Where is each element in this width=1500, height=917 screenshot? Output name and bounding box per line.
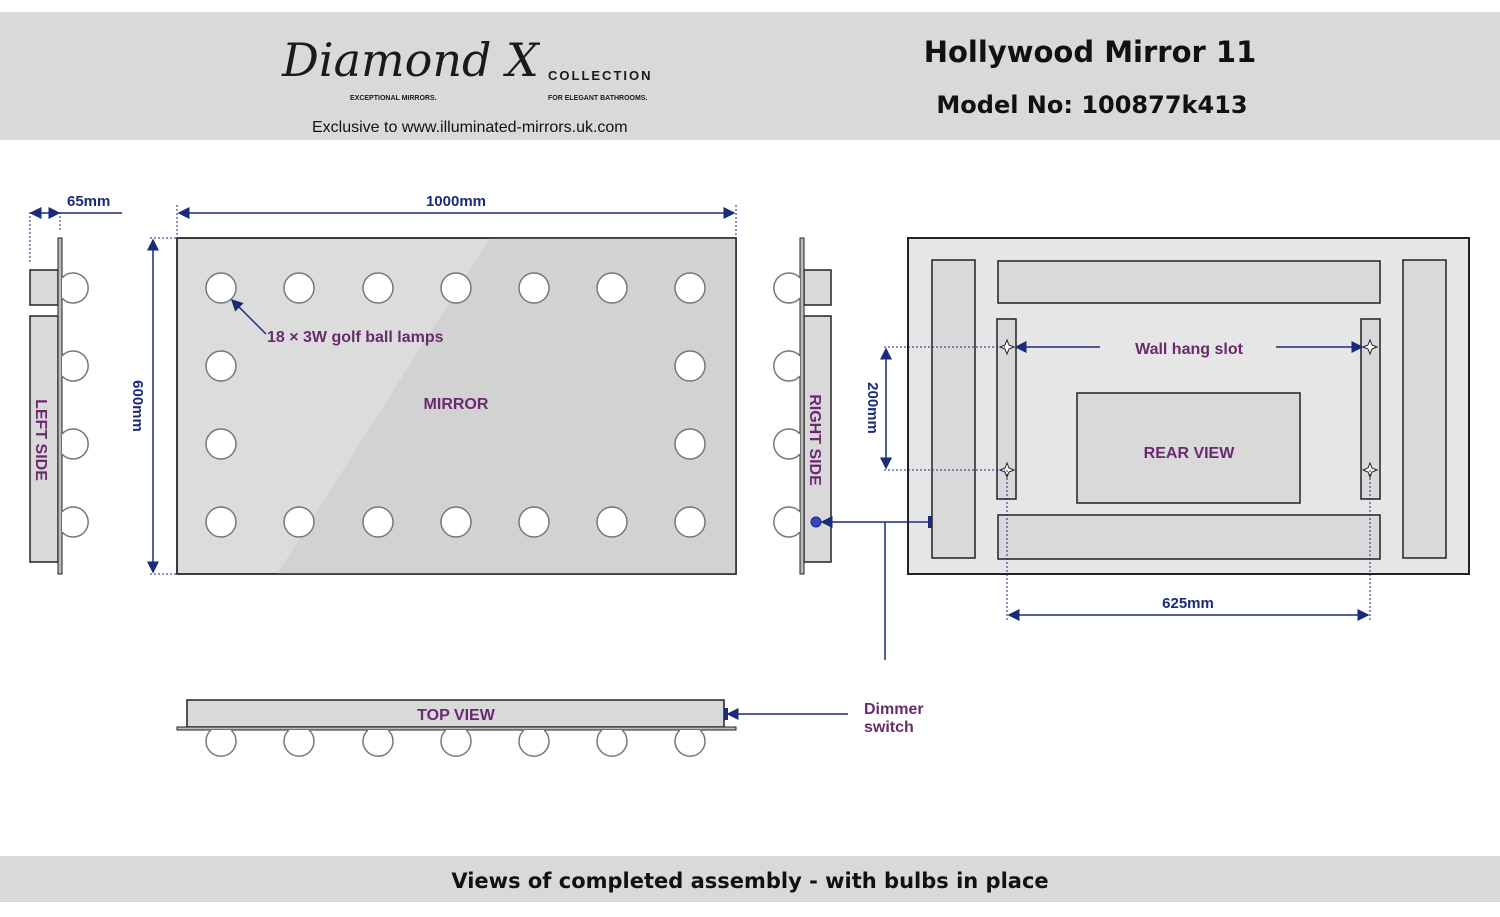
top-bulb bbox=[205, 729, 237, 757]
side-bulb bbox=[773, 350, 801, 382]
lamp-bulb bbox=[518, 506, 550, 538]
product-title: Hollywood Mirror 11 bbox=[924, 35, 1257, 69]
top-bulb bbox=[440, 729, 472, 757]
exclusive-text: Exclusive to www.illuminated-mirrors.uk.… bbox=[312, 119, 628, 136]
top-bulb bbox=[518, 729, 550, 757]
header-band bbox=[0, 12, 1500, 140]
wall-hang-slot-label: Wall hang slot bbox=[1135, 341, 1244, 358]
top-view: TOP VIEW bbox=[176, 699, 737, 757]
slot-vertical-dimension: 200mm bbox=[864, 382, 881, 434]
side-bulb bbox=[773, 506, 801, 538]
top-view-label: TOP VIEW bbox=[417, 707, 496, 724]
lamp-bulb bbox=[205, 506, 237, 538]
logo-tagline-right: FOR ELEGANT BATHROOMS. bbox=[548, 95, 647, 102]
right-side-label: RIGHT SIDE bbox=[806, 394, 823, 486]
lamp-bulb bbox=[596, 272, 628, 304]
left-side-label: LEFT SIDE bbox=[32, 399, 49, 481]
footer-caption: Views of completed assembly - with bulbs… bbox=[451, 869, 1048, 893]
keyhole-slot-icon bbox=[998, 338, 1016, 356]
lamp-bulb bbox=[674, 506, 706, 538]
left-side-view: LEFT SIDE bbox=[29, 237, 89, 575]
lamp-bulb bbox=[362, 506, 394, 538]
top-bulb bbox=[596, 729, 628, 757]
lamp-bulb bbox=[440, 506, 472, 538]
top-bulb bbox=[362, 729, 394, 757]
top-bulb bbox=[674, 729, 706, 757]
rear-view: REAR VIEW Wall hang slot bbox=[907, 237, 1470, 575]
brand-logo: Diamond X COLLECTION EXCEPTIONAL MIRRORS… bbox=[281, 33, 653, 102]
logo-tagline-left: EXCEPTIONAL MIRRORS. bbox=[350, 95, 437, 102]
height-dimension: 600mm bbox=[129, 380, 146, 432]
side-bulb bbox=[61, 506, 89, 538]
lamps-annotation: 18 × 3W golf ball lamps bbox=[267, 329, 444, 346]
lamp-bulb bbox=[205, 272, 237, 304]
logo-collection: COLLECTION bbox=[548, 68, 653, 83]
dimmer-switch-icon bbox=[810, 516, 822, 528]
lamp-bulb bbox=[674, 272, 706, 304]
lamp-bulb bbox=[205, 350, 237, 382]
side-bulb bbox=[773, 272, 801, 304]
model-number: Model No: 100877k413 bbox=[936, 91, 1247, 119]
lamp-bulb bbox=[362, 272, 394, 304]
lamp-bulb bbox=[283, 272, 315, 304]
top-bulb bbox=[283, 729, 315, 757]
lamp-bulb bbox=[596, 506, 628, 538]
side-bulb bbox=[61, 350, 89, 382]
lamp-bulb bbox=[205, 428, 237, 460]
width-dimension: 1000mm bbox=[426, 193, 486, 210]
right-side-view: RIGHT SIDE bbox=[773, 237, 832, 575]
side-bulb bbox=[61, 272, 89, 304]
mirror-front-view: MIRROR 18 × 3W golf ball lamps bbox=[176, 237, 737, 575]
lamp-bulb bbox=[440, 272, 472, 304]
lamp-bulb bbox=[283, 506, 315, 538]
dimmer-label-line1: Dimmer bbox=[864, 701, 924, 718]
side-bulb bbox=[61, 428, 89, 460]
footer-band bbox=[0, 856, 1500, 902]
dimmer-label-line2: switch bbox=[864, 719, 914, 736]
side-bulb bbox=[773, 428, 801, 460]
logo-wordmark: Diamond X bbox=[281, 33, 541, 87]
lamp-bulb bbox=[674, 350, 706, 382]
mirror-label: MIRROR bbox=[424, 396, 489, 413]
lamp-bulb bbox=[518, 272, 550, 304]
depth-dimension: 65mm bbox=[67, 193, 110, 210]
lamp-bulb bbox=[674, 428, 706, 460]
keyhole-slot-icon bbox=[1361, 338, 1379, 356]
rear-view-label: REAR VIEW bbox=[1144, 445, 1236, 462]
slot-horizontal-dimension: 625mm bbox=[1162, 595, 1214, 612]
